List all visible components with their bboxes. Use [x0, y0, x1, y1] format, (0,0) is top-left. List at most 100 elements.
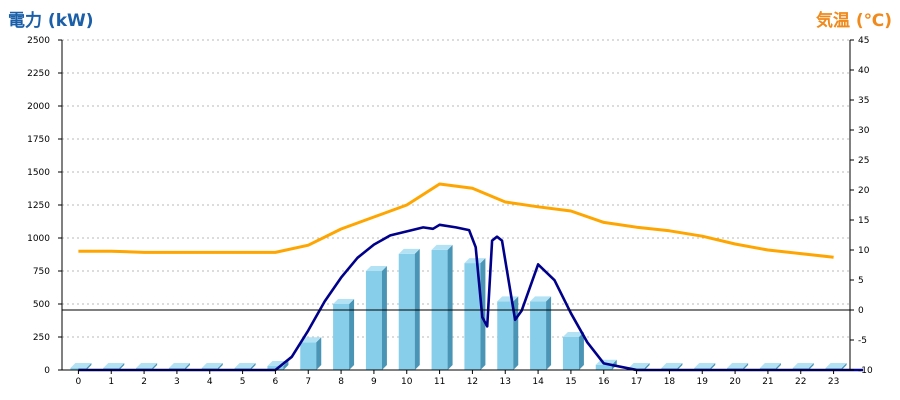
bar-side: [184, 363, 190, 370]
right-tick-label: 30: [858, 126, 870, 136]
x-tick-label: 7: [305, 377, 311, 387]
x-tick-label: 0: [76, 377, 82, 387]
bar-top: [398, 248, 420, 254]
bar-side: [86, 363, 92, 370]
x-tick-label: 17: [631, 377, 642, 387]
bar-top: [234, 363, 256, 369]
bar-front: [333, 304, 350, 370]
bar-top: [136, 363, 158, 369]
x-tick-label: 15: [565, 377, 576, 387]
bar-side: [808, 363, 814, 370]
bar-front: [530, 301, 547, 370]
right-tick-label: 45: [858, 36, 869, 46]
x-tick-label: 3: [174, 377, 180, 387]
bar: [562, 332, 584, 370]
bar-side: [119, 363, 125, 370]
bar-top: [694, 363, 716, 369]
bar-side: [743, 363, 749, 370]
right-tick-label: 40: [858, 66, 870, 76]
left-axis-title: 電力 (kW): [8, 11, 94, 31]
bar-top: [431, 244, 453, 250]
x-tick-label: 8: [338, 377, 344, 387]
bar-front: [562, 337, 579, 370]
bar: [497, 296, 519, 370]
bar: [530, 296, 552, 370]
bar-top: [628, 363, 650, 369]
bar-top: [825, 363, 847, 369]
left-tick-label: 1250: [27, 201, 50, 211]
bar-side: [841, 363, 847, 370]
x-tick-label: 12: [467, 377, 478, 387]
x-tick-label: 10: [401, 377, 413, 387]
power-line: [78, 223, 864, 372]
bar-top: [792, 363, 814, 369]
x-tick-label: 23: [828, 377, 839, 387]
bar-side: [710, 363, 716, 370]
bar-side: [578, 332, 584, 370]
x-tick-label: 18: [664, 377, 676, 387]
bar-side: [414, 248, 420, 370]
bar-top: [333, 299, 355, 304]
bar-side: [217, 363, 223, 370]
right-tick-label: 10: [858, 246, 870, 256]
temperature-line: [78, 182, 834, 259]
bar-front: [267, 366, 284, 370]
x-tick-label: 16: [598, 377, 610, 387]
bar-series: [70, 244, 847, 370]
bar-front: [300, 342, 317, 370]
bar-side: [677, 363, 683, 370]
bar-top: [168, 363, 190, 369]
x-tick-label: 4: [207, 377, 213, 387]
left-tick-label: 1000: [27, 234, 50, 244]
left-tick-label: 2500: [27, 36, 50, 46]
x-tick-label: 19: [697, 377, 709, 387]
x-tick-label: 11: [434, 377, 445, 387]
x-tick-label: 9: [371, 377, 377, 387]
bar-side: [775, 363, 781, 370]
right-tick-label: 5: [858, 276, 864, 286]
x-tick-label: 14: [532, 377, 544, 387]
right-tick-label: -10: [858, 366, 873, 376]
bar-side: [546, 296, 552, 370]
bar-side: [447, 244, 453, 370]
bar-top: [562, 332, 584, 337]
left-tick-label: 0: [44, 366, 50, 376]
axes: 02505007501000125015001750200022502500-1…: [27, 36, 873, 387]
left-tick-label: 2000: [27, 102, 50, 112]
right-axis-title: 気温 (℃): [815, 11, 892, 31]
bar-side: [152, 363, 158, 370]
x-tick-label: 2: [141, 377, 147, 387]
bar-front: [497, 301, 514, 370]
x-tick-label: 22: [795, 377, 806, 387]
bar-top: [365, 266, 387, 271]
left-tick-label: 250: [33, 333, 50, 343]
x-tick-label: 21: [762, 377, 773, 387]
bar-top: [464, 258, 486, 264]
bar-front: [365, 271, 382, 370]
x-tick-label: 6: [273, 377, 279, 387]
bar-side: [644, 363, 650, 370]
bar: [300, 337, 322, 370]
left-tick-label: 2250: [27, 69, 50, 79]
x-tick-label: 1: [108, 377, 114, 387]
bar: [333, 299, 355, 370]
bar-side: [250, 363, 256, 370]
bar-top: [103, 363, 125, 369]
bar-side: [349, 299, 355, 370]
bar-top: [530, 296, 552, 302]
right-tick-label: 25: [858, 156, 869, 166]
right-tick-label: 35: [858, 96, 869, 106]
bar-top: [201, 363, 223, 369]
right-tick-label: -5: [858, 336, 867, 346]
left-tick-label: 750: [33, 267, 50, 277]
bar-top: [70, 363, 92, 369]
x-tick-label: 5: [240, 377, 246, 387]
grid-lines: [62, 39, 850, 338]
bar: [431, 244, 453, 370]
x-tick-label: 20: [729, 377, 741, 387]
bar-front: [595, 364, 612, 370]
bar-side: [283, 361, 289, 370]
left-tick-label: 500: [33, 300, 50, 310]
bar-side: [316, 337, 322, 370]
